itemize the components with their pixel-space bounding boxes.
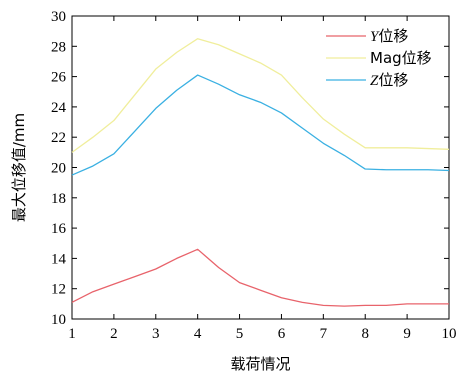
y-tick-label: 28	[51, 39, 66, 55]
x-tick-label: 2	[110, 326, 118, 342]
y-tick-label: 16	[51, 221, 67, 237]
legend-label-z: Z位移	[370, 71, 408, 89]
series-layer	[71, 38, 450, 307]
y-tick-label: 10	[51, 312, 66, 328]
legend-label-italic: Y	[370, 29, 380, 45]
legend-label-text: 位移	[378, 27, 408, 45]
y-tick-label: 24	[51, 100, 67, 116]
y-tick-label: 26	[51, 70, 67, 86]
x-axis-label: 载荷情况	[230, 355, 290, 373]
y-tick-label: 14	[51, 251, 67, 267]
y-axis-ticks: 10 12 14 16 18 20 22 24 26 28 30	[51, 9, 449, 328]
y-tick-label: 20	[51, 161, 66, 177]
x-tick-label: 9	[403, 326, 411, 342]
x-tick-label: 8	[361, 326, 369, 342]
y-tick-label: 18	[51, 191, 66, 207]
legend-label-y: Y位移	[370, 27, 408, 45]
x-tick-label: 3	[152, 326, 160, 342]
series-line-z	[71, 74, 450, 176]
legend-label-text: 位移	[378, 71, 408, 89]
y-tick-label: 22	[51, 130, 66, 146]
x-tick-label: 4	[194, 326, 202, 342]
series-line-mag	[71, 38, 450, 153]
legend-label-mag: Mag位移	[370, 49, 432, 67]
x-axis-ticks: 1 2 3 4 5 6 7 8 9 10	[68, 16, 457, 342]
x-tick-label: 5	[236, 326, 244, 342]
legend-label-text: Mag位移	[370, 49, 432, 67]
y-tick-label: 30	[51, 9, 66, 25]
series-line-y	[71, 248, 449, 307]
y-tick-label: 12	[51, 282, 66, 298]
x-tick-label: 6	[278, 326, 286, 342]
legend-label-italic: Z	[370, 73, 379, 89]
x-tick-label: 7	[320, 326, 328, 342]
x-tick-label: 1	[68, 326, 76, 342]
y-axis-label: 最大位移值/mm	[10, 113, 28, 222]
x-tick-label: 10	[442, 326, 457, 342]
